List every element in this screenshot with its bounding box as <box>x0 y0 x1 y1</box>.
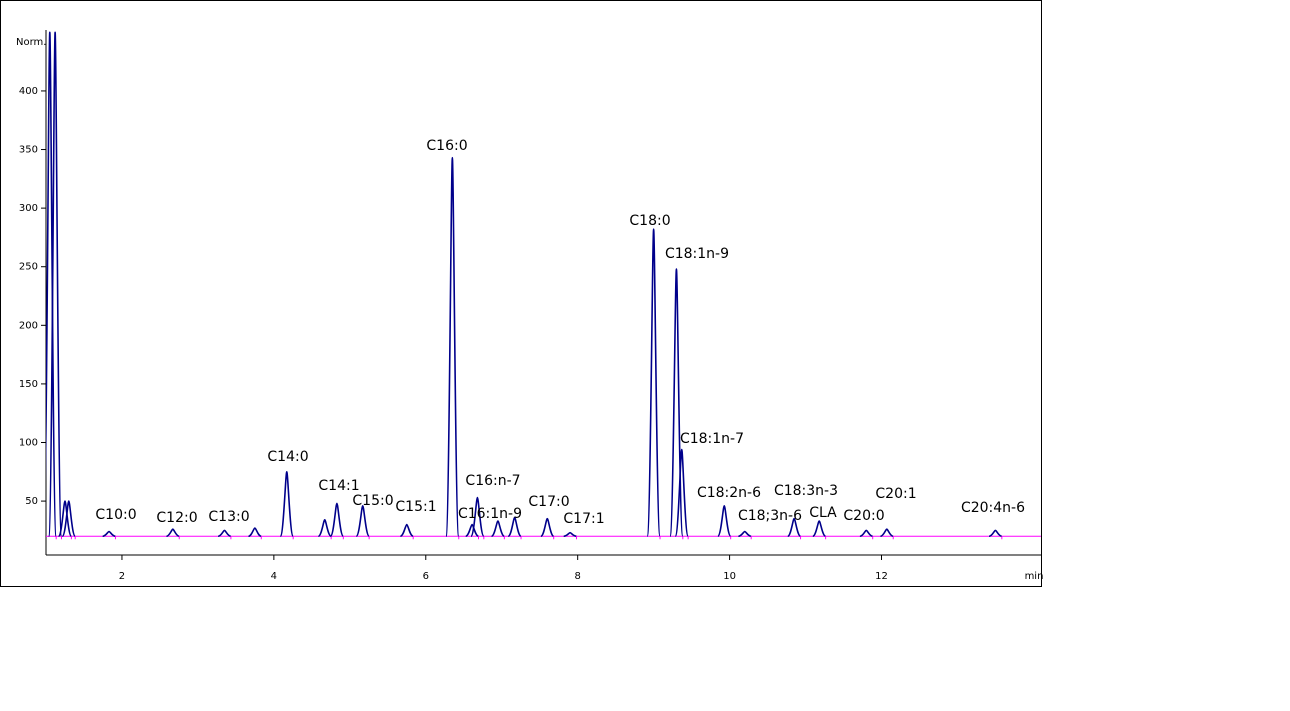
peak <box>217 529 232 538</box>
peak <box>61 500 76 538</box>
peak-label: C15:0 <box>352 493 393 509</box>
plot-area <box>46 31 1041 540</box>
y-tick-label: 150 <box>19 379 38 390</box>
peak <box>57 500 73 538</box>
peak <box>47 31 63 538</box>
peak <box>470 496 485 538</box>
peak <box>540 517 555 538</box>
peak-label: C16:n-7 <box>465 473 520 489</box>
x-tick-label: 8 <box>574 571 580 582</box>
peak-label: C16:1n-9 <box>458 506 522 522</box>
x-tick-label: 10 <box>723 571 736 582</box>
peak <box>317 519 332 538</box>
peak-label: C16:0 <box>426 138 467 154</box>
chart-frame <box>0 0 1042 587</box>
peak-label: C14:0 <box>267 449 308 465</box>
peak-label: C17:0 <box>528 494 569 510</box>
peak <box>465 523 479 538</box>
y-tick-label: 200 <box>19 320 38 331</box>
peak-label: C18:2n-6 <box>697 485 761 501</box>
peak-label: C12:0 <box>156 510 197 526</box>
peak-label: CLA <box>809 505 837 521</box>
peak <box>355 504 370 538</box>
peak-label: C18;3n-6 <box>738 508 802 524</box>
peak <box>102 530 116 538</box>
peak <box>646 228 661 538</box>
y-axis-label: Norm. <box>16 37 46 48</box>
peak <box>445 156 460 538</box>
peak-label: C15:1 <box>395 499 436 515</box>
y-tick-label: 300 <box>19 203 38 214</box>
peak <box>988 529 1002 538</box>
peak <box>279 470 294 538</box>
peak-label: C18:3n-3 <box>774 483 838 499</box>
y-tick-label: 50 <box>25 496 38 507</box>
peak <box>859 529 873 538</box>
y-tick-label: 400 <box>19 86 38 97</box>
x-tick-label: 6 <box>423 571 429 582</box>
peak <box>787 517 801 538</box>
peak <box>674 448 689 538</box>
y-tick-label: 350 <box>19 145 38 156</box>
y-tick-label: 250 <box>19 262 38 273</box>
peak-label: C18:0 <box>629 213 670 229</box>
peak <box>166 528 180 538</box>
peak-label: C20:1 <box>875 486 916 502</box>
peak-label: C10:0 <box>95 507 136 523</box>
peak <box>46 31 57 538</box>
peak-label: C20:4n-6 <box>961 500 1025 516</box>
x-tick-label: 12 <box>875 571 888 582</box>
peak <box>880 528 894 538</box>
peak <box>507 516 522 538</box>
peak-label: C18:1n-7 <box>680 431 744 447</box>
peak <box>738 530 752 538</box>
peak <box>812 520 827 538</box>
x-axis-label: min <box>1025 571 1044 582</box>
peak-label: C20:0 <box>843 508 884 524</box>
peak <box>329 502 345 538</box>
peak-label: C17:1 <box>563 511 604 527</box>
x-tick-label: 4 <box>271 571 277 582</box>
peak <box>400 523 414 538</box>
peak-label: C18:1n-9 <box>665 246 729 262</box>
peak-label: C13:0 <box>208 509 249 525</box>
peak <box>563 531 577 538</box>
peak <box>491 520 505 538</box>
peak <box>248 527 262 538</box>
peak <box>717 504 732 538</box>
peak-label: C14:1 <box>318 478 359 494</box>
y-tick-label: 100 <box>19 438 38 449</box>
x-tick-label: 2 <box>119 571 125 582</box>
